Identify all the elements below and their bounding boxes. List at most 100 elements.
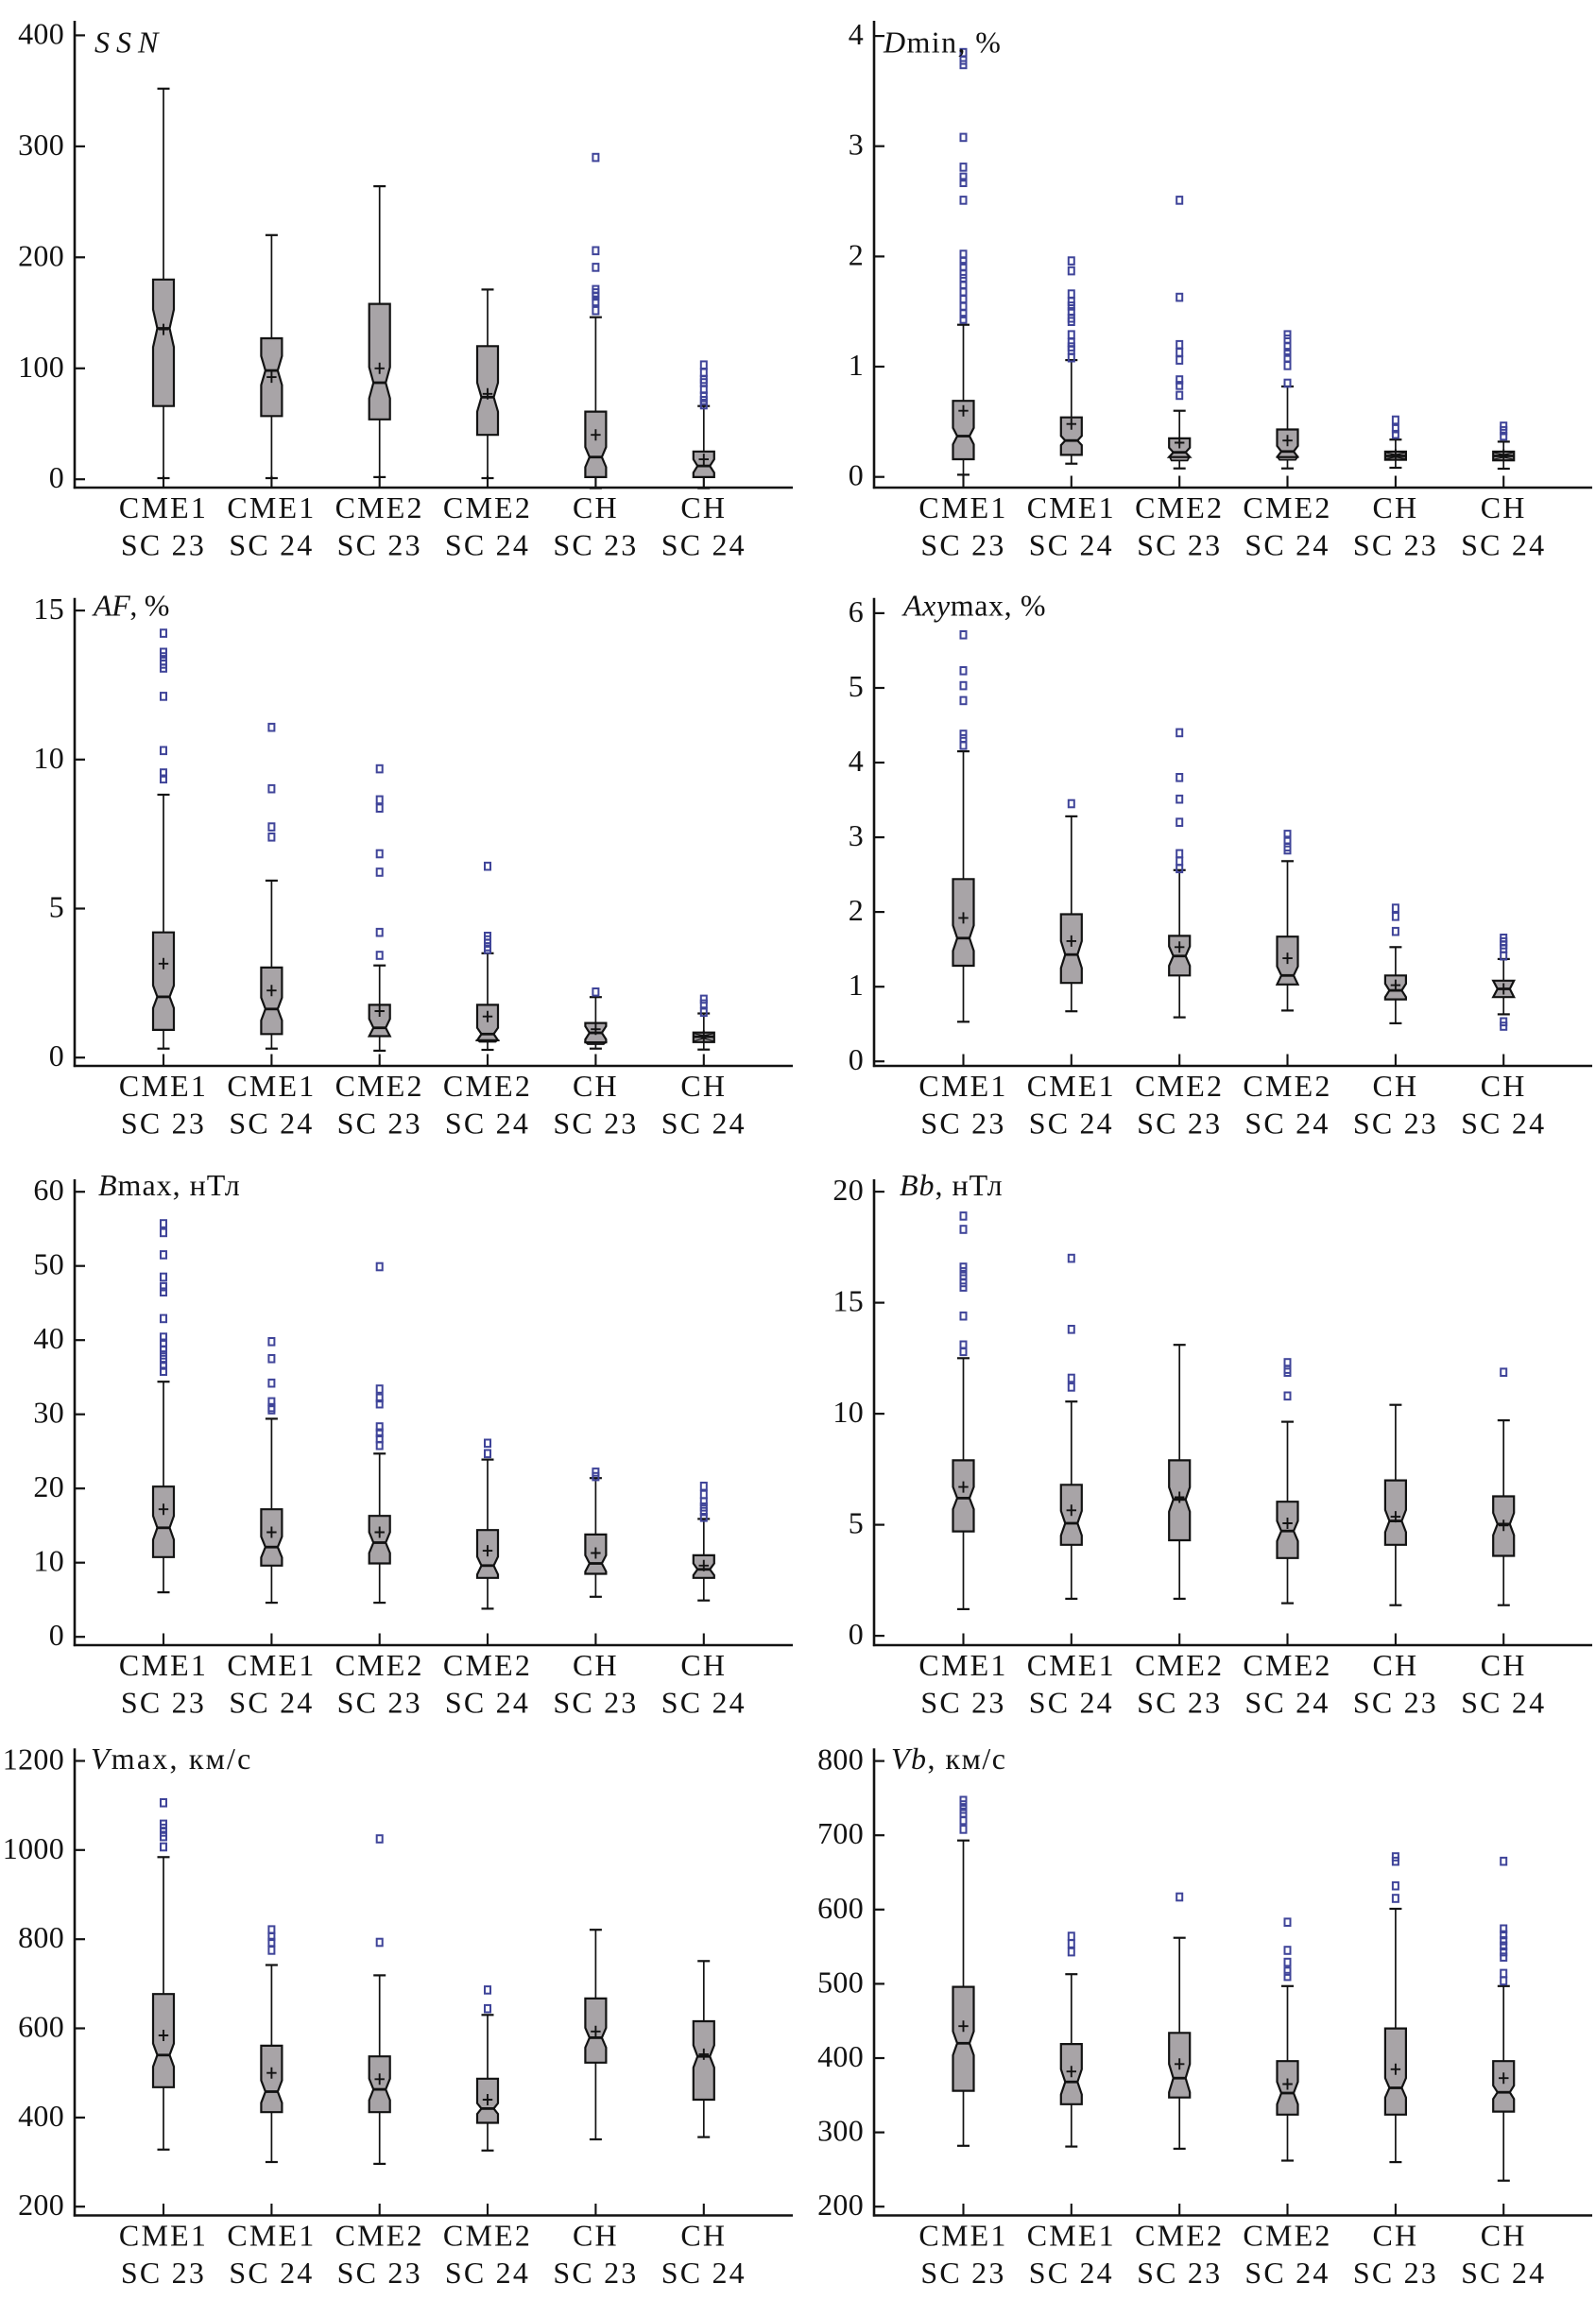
svg-text:Dmin, %: Dmin, % [883, 26, 1002, 60]
svg-text:CME2: CME2 [1243, 1069, 1331, 1103]
svg-text:10: 10 [33, 741, 64, 775]
svg-text:Bb, нТл: Bb, нТл [900, 1168, 1004, 1202]
svg-text:CH: CH [1481, 1069, 1527, 1103]
svg-text:SC 24: SC 24 [661, 1107, 747, 1141]
svg-text:6: 6 [849, 594, 864, 628]
svg-text:CME1: CME1 [119, 490, 208, 524]
svg-text:CME1: CME1 [1027, 490, 1116, 524]
svg-text:30: 30 [33, 1396, 64, 1430]
svg-text:4: 4 [849, 17, 864, 51]
svg-text:CH: CH [680, 2219, 727, 2253]
svg-text:SC 23: SC 23 [1353, 1686, 1438, 1720]
svg-text:200: 200 [817, 2188, 864, 2222]
svg-text:20: 20 [832, 1173, 864, 1207]
svg-text:CME2: CME2 [335, 1069, 424, 1103]
svg-text:SC 24: SC 24 [1244, 2256, 1330, 2290]
svg-text:SC 23: SC 23 [1137, 2256, 1222, 2290]
svg-text:CME1: CME1 [119, 1648, 208, 1682]
svg-text:CH: CH [1481, 1648, 1527, 1682]
svg-text:0: 0 [849, 1042, 864, 1076]
svg-text:CME2: CME2 [1243, 2219, 1331, 2253]
svg-text:SC 24: SC 24 [445, 1107, 530, 1141]
svg-text:SC 24: SC 24 [229, 1686, 314, 1720]
svg-text:SC 24: SC 24 [229, 2256, 314, 2290]
svg-text:SC 24: SC 24 [1461, 2256, 1546, 2290]
svg-text:CH: CH [1372, 1648, 1418, 1682]
svg-text:Vmax, км/с: Vmax, км/с [91, 1742, 253, 1776]
svg-text:1200: 1200 [3, 1742, 64, 1776]
svg-text:CME1: CME1 [227, 1069, 316, 1103]
svg-text:SC 24: SC 24 [229, 528, 314, 562]
svg-text:SC 23: SC 23 [920, 2256, 1005, 2290]
svg-text:CH: CH [1372, 2219, 1418, 2253]
svg-text:SC 23: SC 23 [337, 1107, 422, 1141]
svg-text:SC 23: SC 23 [337, 1686, 422, 1720]
svg-text:3: 3 [849, 818, 864, 852]
svg-text:SC 24: SC 24 [1461, 1686, 1546, 1720]
svg-text:SC 23: SC 23 [553, 1107, 638, 1141]
svg-text:40: 40 [33, 1321, 64, 1355]
svg-text:Axymax, %: Axymax, % [901, 589, 1046, 623]
svg-text:2: 2 [849, 893, 864, 927]
svg-text:CH: CH [573, 490, 619, 524]
svg-text:CH: CH [1481, 2219, 1527, 2253]
svg-text:SC 24: SC 24 [1244, 1107, 1330, 1141]
svg-text:SC 24: SC 24 [1461, 528, 1546, 562]
svg-text:SC 24: SC 24 [1029, 1107, 1114, 1141]
svg-text:CME1: CME1 [1027, 1648, 1116, 1682]
svg-text:CME1: CME1 [918, 2219, 1007, 2253]
svg-text:200: 200 [18, 2188, 64, 2222]
svg-text:SC 23: SC 23 [121, 1107, 206, 1141]
svg-text:400: 400 [18, 2099, 64, 2133]
svg-text:SC 24: SC 24 [445, 528, 530, 562]
svg-text:600: 600 [817, 1891, 864, 1925]
svg-text:CME2: CME2 [443, 1069, 532, 1103]
svg-text:CME2: CME2 [1243, 490, 1331, 524]
svg-text:SC 24: SC 24 [661, 528, 747, 562]
svg-text:CME1: CME1 [119, 1069, 208, 1103]
svg-text:CH: CH [1481, 490, 1527, 524]
svg-text:SC 23: SC 23 [1353, 528, 1438, 562]
svg-text:SC 23: SC 23 [553, 528, 638, 562]
svg-text:500: 500 [817, 1965, 864, 1999]
svg-text:CME2: CME2 [1135, 1069, 1224, 1103]
svg-text:SC 23: SC 23 [920, 528, 1005, 562]
svg-text:AF, %: AF, % [92, 589, 169, 623]
svg-text:1: 1 [849, 348, 864, 382]
svg-text:CME1: CME1 [227, 490, 316, 524]
svg-text:CME1: CME1 [227, 1648, 316, 1682]
svg-text:50: 50 [33, 1247, 64, 1281]
svg-text:0: 0 [849, 1617, 864, 1651]
svg-text:300: 300 [18, 128, 64, 162]
svg-text:SC 24: SC 24 [661, 1686, 747, 1720]
svg-text:SC 23: SC 23 [1353, 1107, 1438, 1141]
svg-text:400: 400 [18, 16, 64, 50]
svg-text:Bmax, нТл: Bmax, нТл [98, 1168, 241, 1202]
svg-text:15: 15 [33, 592, 64, 626]
svg-text:CME1: CME1 [1027, 1069, 1116, 1103]
svg-text:800: 800 [817, 1742, 864, 1776]
svg-text:CH: CH [573, 2219, 619, 2253]
svg-text:SC 24: SC 24 [661, 2256, 747, 2290]
svg-text:CME1: CME1 [918, 1069, 1007, 1103]
svg-text:20: 20 [33, 1469, 64, 1503]
svg-text:SC 23: SC 23 [121, 2256, 206, 2290]
svg-text:SC 23: SC 23 [920, 1107, 1005, 1141]
svg-text:CME2: CME2 [443, 490, 532, 524]
svg-text:SC 24: SC 24 [1029, 2256, 1114, 2290]
svg-text:0: 0 [49, 1038, 64, 1073]
svg-text:800: 800 [18, 1920, 64, 1954]
svg-text:400: 400 [817, 2039, 864, 2073]
svg-text:2: 2 [849, 237, 864, 271]
svg-text:SC 23: SC 23 [1137, 1107, 1222, 1141]
svg-text:CME2: CME2 [443, 2219, 532, 2253]
svg-text:SC 23: SC 23 [1353, 2256, 1438, 2290]
svg-text:CME2: CME2 [1135, 1648, 1224, 1682]
svg-text:1000: 1000 [3, 1831, 64, 1865]
svg-text:100: 100 [18, 350, 64, 384]
svg-text:SC 23: SC 23 [920, 1686, 1005, 1720]
svg-text:CME1: CME1 [1027, 2219, 1116, 2253]
svg-text:3: 3 [849, 128, 864, 162]
svg-text:CH: CH [680, 490, 727, 524]
svg-text:CME2: CME2 [335, 2219, 424, 2253]
